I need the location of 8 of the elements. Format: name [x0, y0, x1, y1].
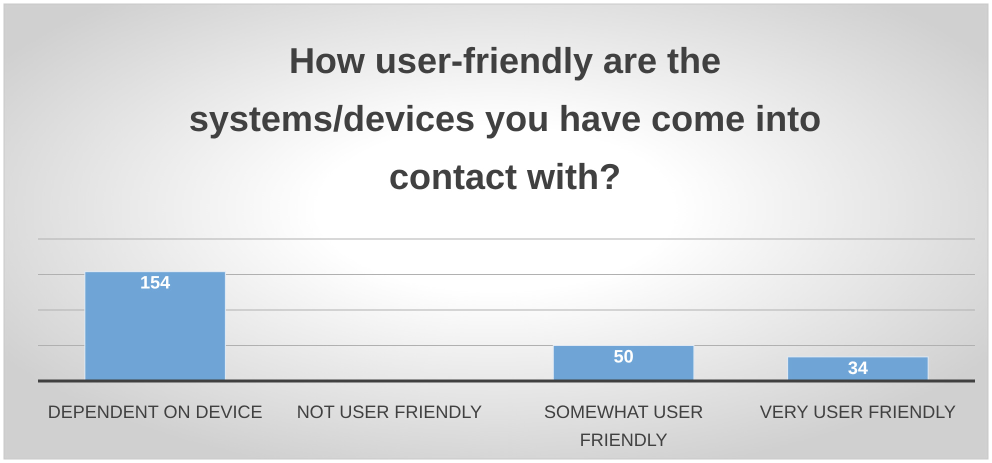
x-tick-label: NOT USER FRIENDLY: [296, 402, 482, 422]
data-label: 154: [140, 272, 170, 293]
x-tick-label: DEPENDENT ON DEVICE: [48, 402, 262, 422]
data-label: 50: [614, 346, 634, 366]
x-tick-label: VERY USER FRIENDLY: [760, 402, 956, 422]
chart-title: How user-friendly are the systems/devices you have come into contact with?: [188, 40, 822, 197]
x-tick-label: SOMEWHAT USER FRIENDLY: [544, 402, 704, 450]
data-label: 34: [848, 358, 868, 378]
